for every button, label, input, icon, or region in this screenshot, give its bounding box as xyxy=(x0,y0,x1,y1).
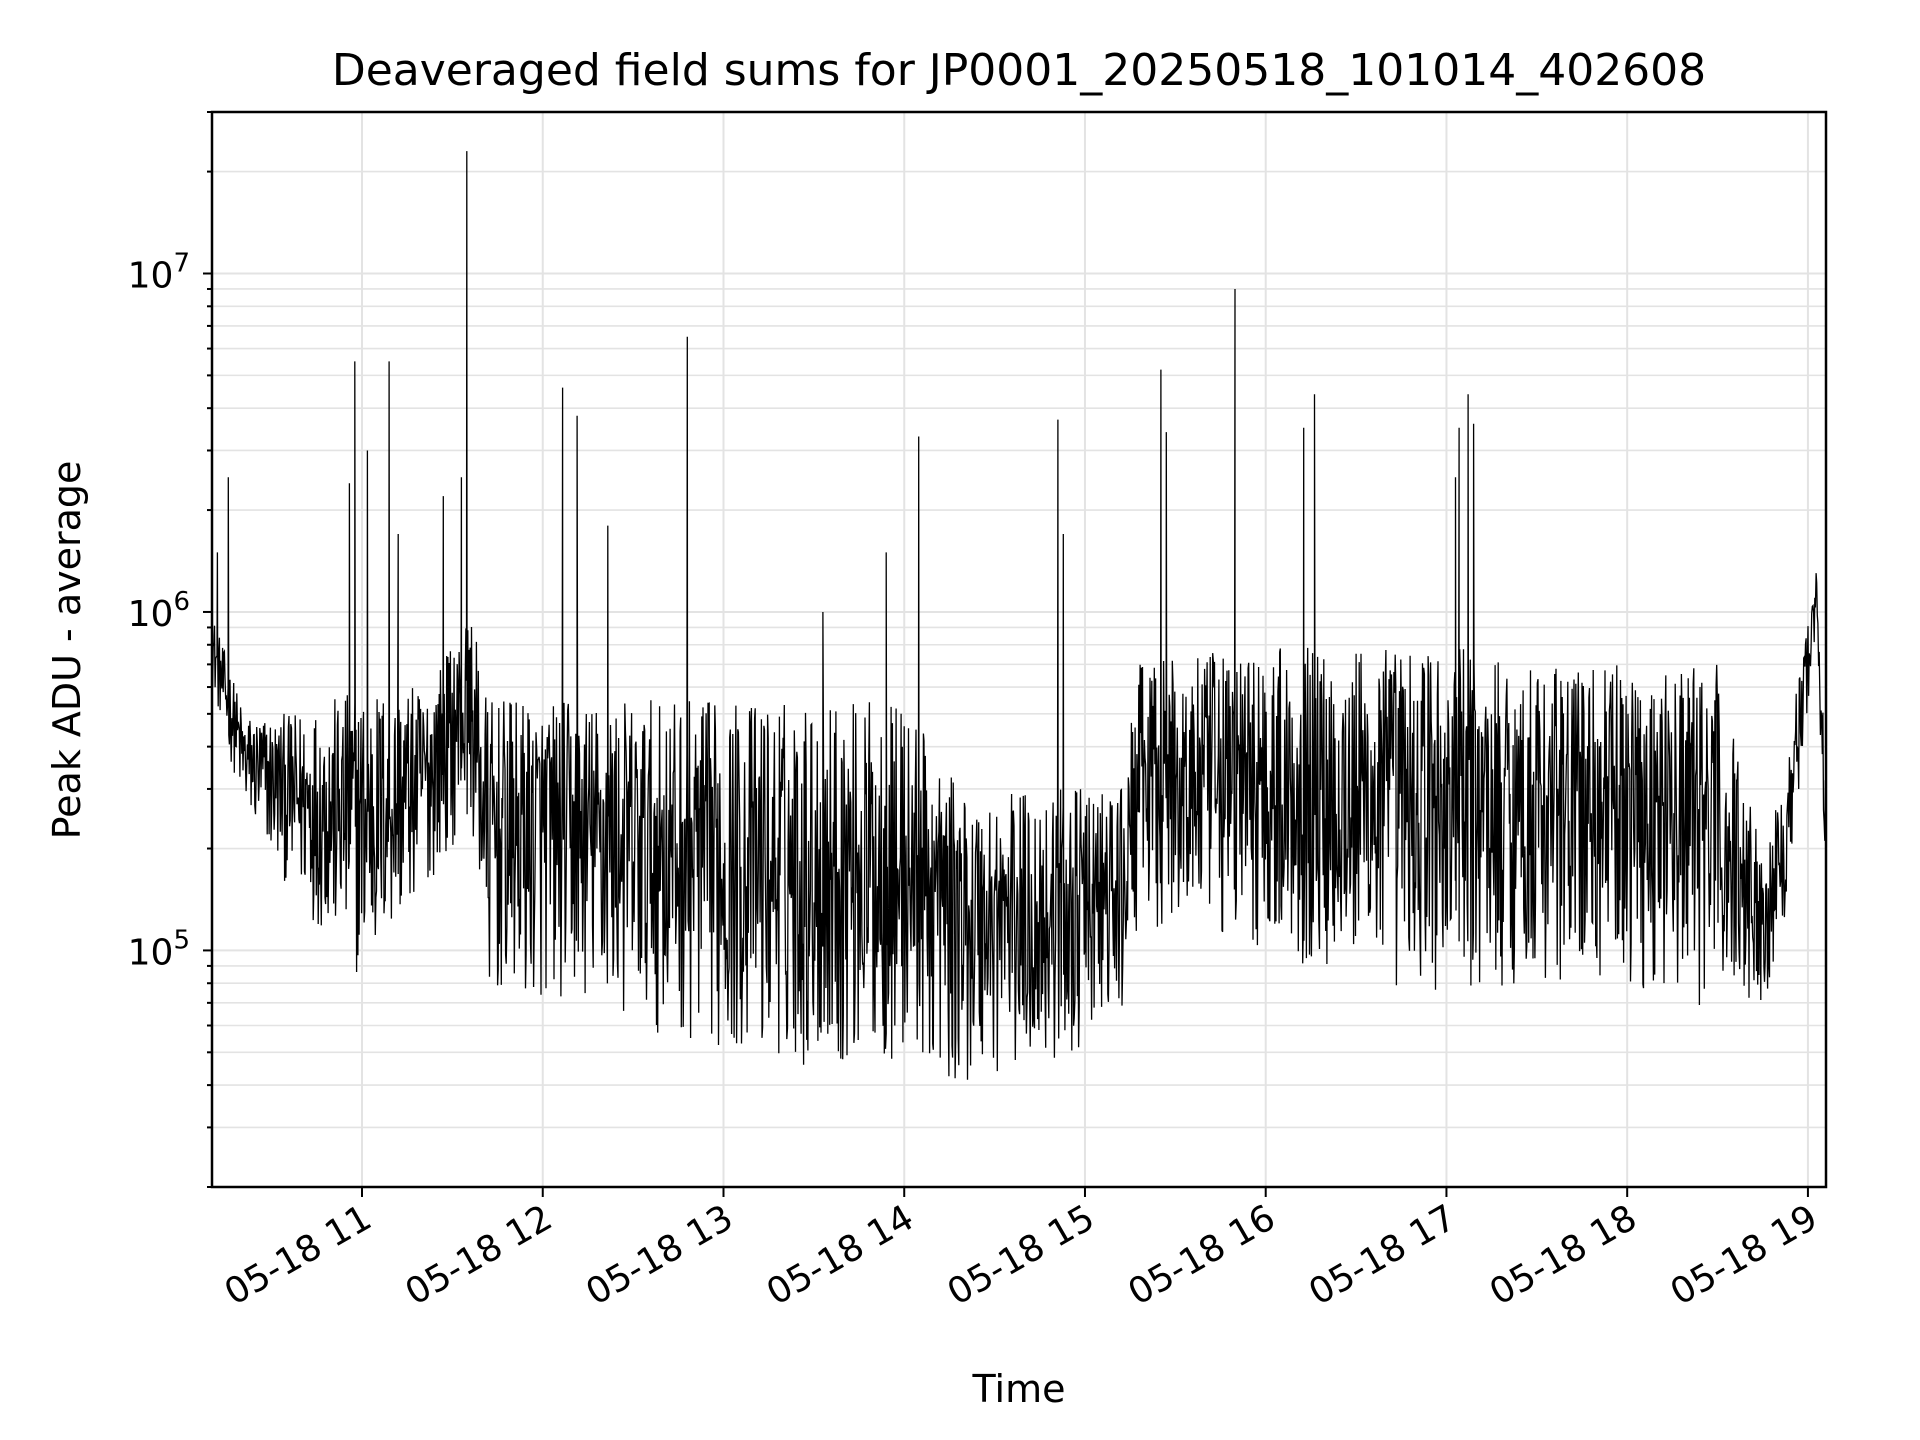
y-axis-label: Peak ADU - average xyxy=(45,461,89,840)
y-tick-label: 105 xyxy=(128,925,190,973)
y-tick-labels: 105 106 107 xyxy=(128,248,190,973)
y-tick-label: 106 xyxy=(128,587,190,635)
chart-title: Deaveraged field sums for JP0001_2025051… xyxy=(332,45,1706,96)
x-axis-label: Time xyxy=(972,1367,1066,1411)
plot-frame xyxy=(210,110,1828,1189)
series-line xyxy=(211,151,1827,1080)
y-tick-label: 107 xyxy=(128,248,190,296)
series-path xyxy=(211,151,1827,1080)
axis-ticks xyxy=(203,111,1809,1197)
